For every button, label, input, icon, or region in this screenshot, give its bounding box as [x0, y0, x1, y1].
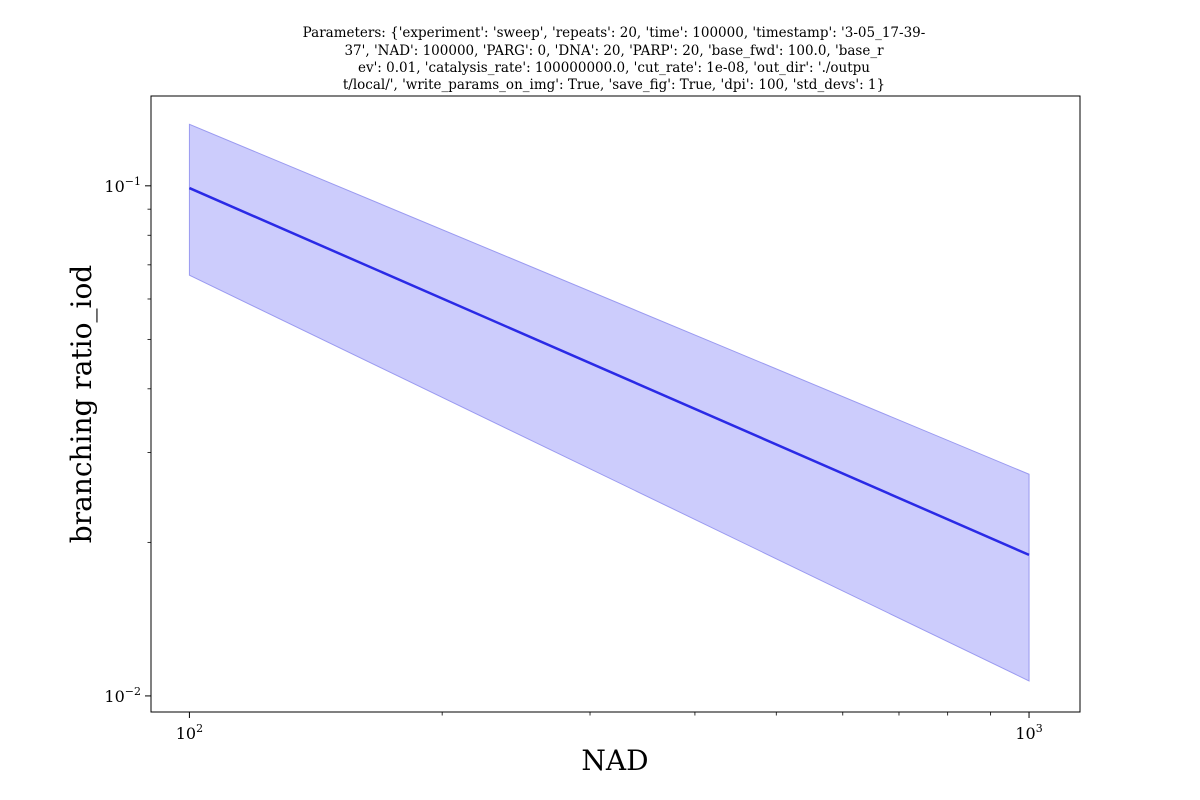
- x-tick-label: 102: [176, 722, 203, 743]
- x-major-ticks: 102 103: [176, 712, 1043, 743]
- title-line-3: ev': 0.01, 'catalysis_rate': 100000000.0…: [358, 60, 870, 76]
- chart-title: Parameters: {'experiment': 'sweep', 'rep…: [303, 25, 926, 93]
- x-tick-label: 103: [1015, 722, 1042, 743]
- x-minor-ticks: [441, 712, 992, 716]
- x-axis-label: NAD: [581, 744, 648, 777]
- plot-area: [188, 123, 1030, 682]
- title-line-4: t/local/', 'write_params_on_img': True, …: [343, 77, 885, 93]
- y-axis-label: branching ratio_iod: [65, 265, 98, 544]
- axes-frame: [150, 95, 1081, 713]
- title-line-1: Parameters: {'experiment': 'sweep', 'rep…: [303, 25, 926, 41]
- y-tick-label: 10−1: [104, 175, 141, 196]
- y-tick-label: 10−2: [104, 685, 141, 706]
- mean-line-0: [188, 186, 1030, 557]
- std-dev-band-0: [188, 123, 1030, 682]
- y-minor-ticks: [147, 208, 151, 543]
- y-major-ticks: 10−1 10−2: [104, 175, 151, 706]
- title-line-2: 37', 'NAD': 100000, 'PARG': 0, 'DNA': 20…: [344, 43, 884, 59]
